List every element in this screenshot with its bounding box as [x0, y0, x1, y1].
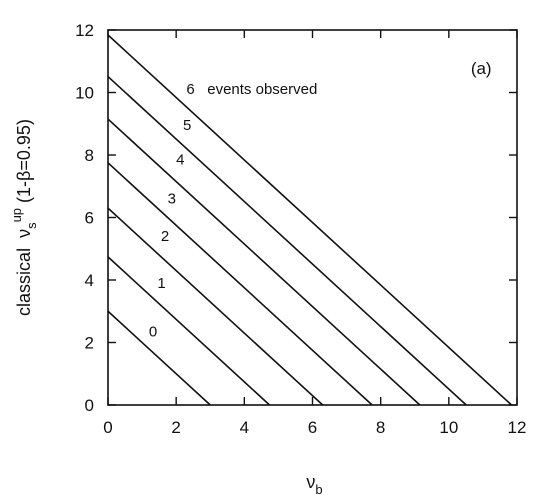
series-line-2: [107, 207, 324, 406]
x-axis-label: νb: [306, 472, 322, 497]
series-line-4: [107, 118, 421, 406]
y-tick-label-2: 4: [85, 271, 94, 290]
x-axis-subscript: b: [315, 482, 322, 497]
series-line-1: [107, 256, 271, 406]
y-tick-label-3: 6: [85, 209, 94, 228]
panel-label: (a): [471, 59, 492, 78]
x-tick-label-2: 4: [240, 418, 249, 437]
x-tick-label-4: 8: [376, 418, 385, 437]
y-tick-label-0: 0: [85, 396, 94, 415]
x-tick-label-6: 12: [508, 418, 527, 437]
y-tick-label-6: 12: [75, 21, 94, 40]
y-tick-label-4: 8: [85, 146, 94, 165]
y-axis-prefix: classical ν: [14, 229, 34, 316]
series-label-2: 2: [161, 228, 169, 245]
y-axis-superscript: up: [9, 208, 24, 222]
series-label-0: 0: [149, 323, 157, 340]
series-line-6: [107, 34, 513, 406]
series-label-1: 1: [157, 275, 165, 292]
x-axis-symbol: ν: [306, 472, 315, 492]
series-line-5: [107, 75, 467, 406]
series-label-6: 6 events observed: [186, 81, 317, 98]
series-line-3: [107, 162, 373, 406]
x-tick-label-5: 10: [439, 418, 458, 437]
x-tick-label-0: 0: [103, 418, 112, 437]
y-axis-suffix: (1-β=0.95): [14, 119, 34, 208]
x-tick-label-3: 6: [308, 418, 317, 437]
series-label-5: 5: [183, 117, 191, 134]
y-axis-label: classical νsup (1-β=0.95): [9, 119, 39, 316]
series-line-0: [107, 310, 211, 406]
series-label-4: 4: [176, 151, 184, 168]
y-axis-subscript: s: [24, 222, 39, 229]
x-tick-label-1: 2: [171, 418, 180, 437]
series-label-3: 3: [168, 190, 176, 207]
y-tick-label-1: 2: [85, 334, 94, 353]
y-tick-label-5: 10: [75, 84, 94, 103]
